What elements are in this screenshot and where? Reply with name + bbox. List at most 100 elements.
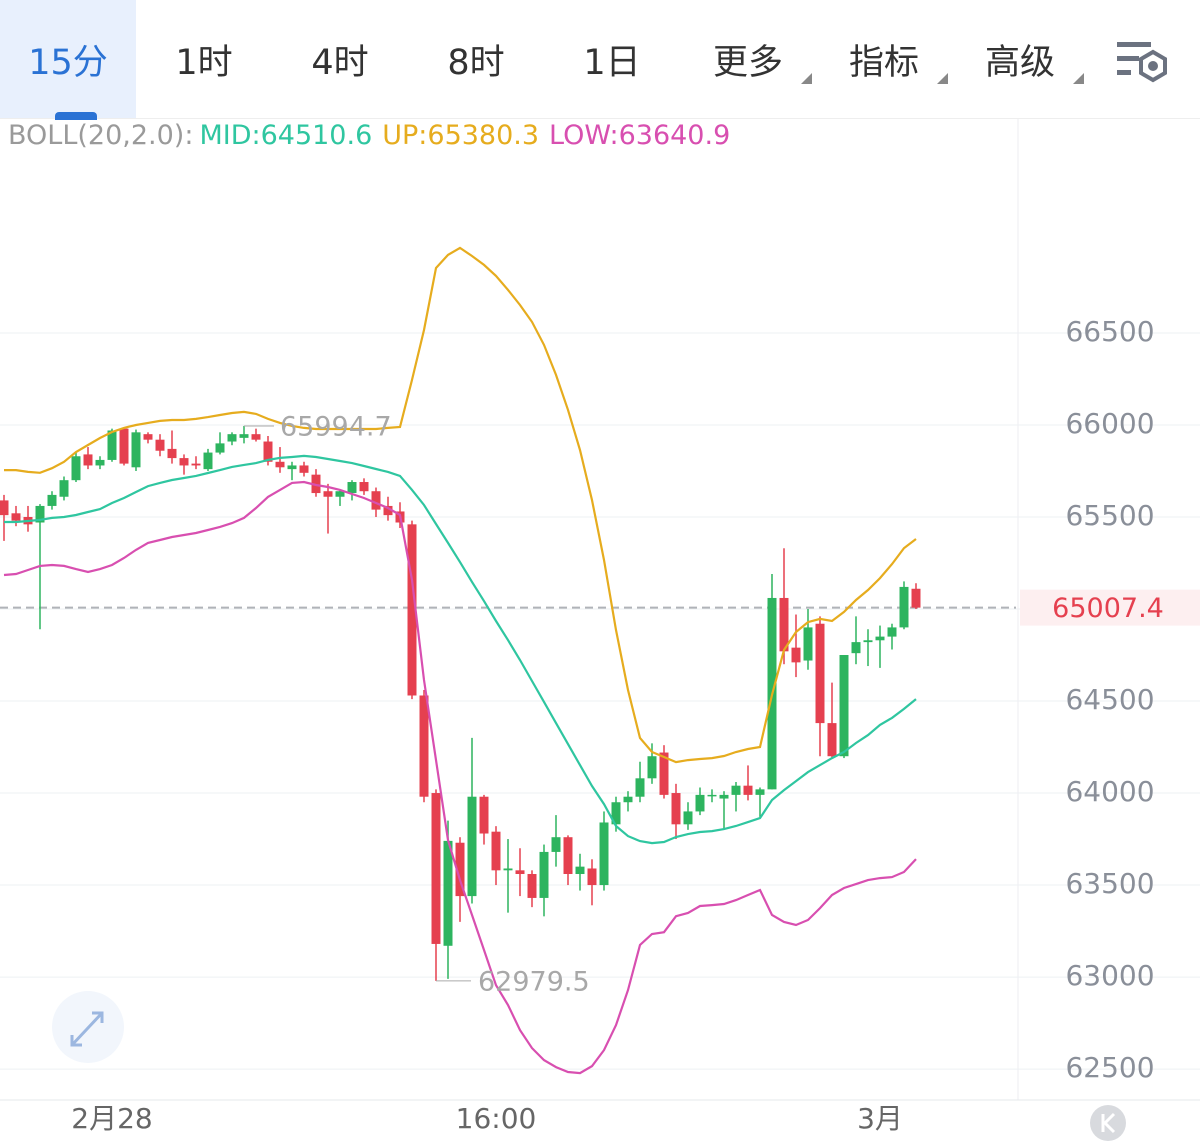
tab-label[interactable]: 15分 (28, 42, 108, 83)
candle-body (599, 822, 609, 886)
scroll-latest-button[interactable] (1090, 1105, 1126, 1141)
candle-body (83, 454, 93, 466)
y-tick-label: 66000 (1065, 407, 1154, 440)
tab[interactable]: 1日 (544, 0, 680, 118)
candle-body (659, 752, 669, 795)
candle-body (515, 870, 525, 875)
legend-entry: LOW:63640.9 (549, 120, 730, 151)
tab[interactable]: 更多 (680, 0, 816, 118)
candle-body (335, 491, 345, 497)
candle-body (455, 842, 465, 897)
grid (0, 332, 1200, 1070)
tab-label[interactable]: 1时 (175, 42, 233, 83)
candle-body (755, 789, 765, 795)
candle-body (863, 640, 873, 643)
candles (0, 425, 921, 981)
tab-label[interactable]: 4时 (311, 42, 369, 83)
expand-button[interactable] (52, 991, 124, 1063)
candle-body (359, 482, 369, 492)
candle-body (803, 627, 813, 661)
candle-body (563, 837, 573, 875)
tab[interactable]: 1时 (136, 0, 272, 118)
x-tick-label: 16:00 (456, 1102, 537, 1135)
expand-icon[interactable] (70, 1011, 104, 1047)
scroll-icon[interactable] (1101, 1112, 1116, 1134)
settings-icon[interactable] (1115, 38, 1175, 88)
tab-label[interactable]: 高级 (984, 42, 1055, 83)
boll-line (4, 454, 917, 845)
y-tick-label: 64500 (1065, 683, 1154, 716)
candle-body (431, 793, 441, 944)
candle-body (263, 441, 273, 462)
x-tick-label: 2月28 (71, 1102, 152, 1135)
candle-body (107, 430, 117, 460)
candle-body (311, 474, 321, 494)
y-tick-label: 63000 (1065, 959, 1154, 992)
legend-name: UP: (382, 120, 428, 151)
max-label: 65994.7 (280, 411, 392, 442)
min-label: 62979.5 (478, 966, 590, 997)
candle-body (887, 627, 897, 637)
candle-body (167, 448, 177, 459)
candle-body (419, 695, 429, 797)
candle-body (587, 868, 597, 886)
candle-body (815, 623, 825, 724)
legend-value: 64510.6 (260, 120, 373, 151)
candle-body (611, 802, 621, 825)
dropdown-arrow[interactable] (801, 73, 812, 84)
candle-body (491, 831, 501, 871)
candle-body (347, 482, 357, 494)
y-tick-label: 66500 (1065, 315, 1154, 348)
candle-body (95, 459, 105, 466)
scroll-circle[interactable] (1090, 1105, 1126, 1141)
tab-label[interactable]: 指标 (848, 42, 919, 83)
candle-body (131, 432, 141, 468)
last-price-label: 65007.4 (1052, 593, 1164, 624)
candle-body (743, 785, 753, 795)
candle-body (59, 480, 69, 497)
candle-body (35, 505, 45, 523)
candle-body (179, 458, 189, 466)
legend-value: 63640.9 (618, 120, 731, 151)
candle-body (827, 723, 837, 757)
tab-label[interactable]: 8时 (447, 42, 505, 83)
candle-body (323, 491, 333, 497)
candle-body (695, 794, 705, 812)
tab[interactable]: 8时 (408, 0, 544, 118)
candle-body (851, 642, 861, 654)
candle-body (227, 434, 237, 442)
tab[interactable]: 15分 (0, 0, 136, 120)
legend-value: 65380.3 (427, 120, 540, 151)
candle-body (203, 452, 213, 470)
candle-body (839, 655, 849, 757)
legend-entry: MID:64510.6 (199, 120, 372, 151)
candle-body (215, 443, 225, 453)
icon-bar (1117, 56, 1139, 61)
indicator-label: BOLL(20,2.0): (8, 120, 194, 151)
tab-bar: 15分 1时 4时 8时 1日 更多 指标 高级 (0, 0, 1200, 120)
candle-body (467, 796, 477, 897)
candle-body (371, 491, 381, 510)
tab-label[interactable]: 1日 (583, 42, 641, 83)
candle-body (11, 513, 21, 521)
dropdown-arrow[interactable] (1073, 73, 1084, 84)
candle-body (899, 586, 909, 628)
candle-body (71, 456, 81, 481)
tab[interactable]: 高级 (952, 0, 1088, 118)
candle-body (731, 785, 741, 795)
boll-line (3, 480, 917, 1075)
tab[interactable]: 指标 (816, 0, 952, 118)
tab-label[interactable]: 更多 (712, 42, 783, 83)
candle-body (683, 811, 693, 825)
candle-body (671, 793, 681, 825)
tab[interactable]: 4时 (272, 0, 408, 118)
candle-body (443, 840, 453, 946)
candle-body (623, 796, 633, 803)
candle-body (911, 588, 921, 608)
legend-name: LOW: (549, 120, 619, 151)
candle-body (575, 866, 585, 875)
dropdown-arrow[interactable] (937, 73, 948, 84)
candle-body (707, 794, 717, 797)
